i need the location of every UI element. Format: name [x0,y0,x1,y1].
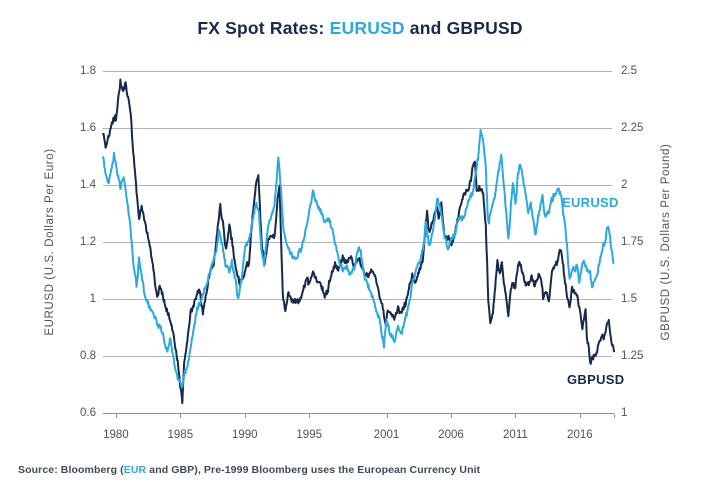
y-axis-left-tick-label: 1.4 [80,178,96,191]
x-tick-label: 1990 [231,429,258,441]
source-note-eur: EUR [123,464,147,476]
y-axis-right-tick-label: 1.5 [621,292,637,305]
y-axis-left-tick-label: 1.8 [80,64,96,77]
chart-title-suffix: and GBPUSD [404,18,523,38]
source-note: Source: Bloomberg (EUR and GBP), Pre-199… [18,464,480,476]
y-axis-right-tick-label: 2.5 [621,64,637,77]
y-axis-left-tick-label: 1.6 [80,121,96,134]
right-axis-title: GBPUSD (U.S. Dollars Per Pound) [660,143,672,341]
y-axis-left-tick-label: 1.2 [80,235,96,248]
x-tick-label: 2001 [373,429,400,441]
chart-title-prefix: FX Spot Rates: [197,18,330,38]
left-axis-title: EURUSD (U.S. Dollars Per Euro) [44,148,56,336]
y-axis-left-tick-label: 1 [89,292,96,305]
source-note-suffix: and GBP), Pre-1999 Bloomberg uses the Eu… [146,464,481,476]
x-tick-label: 2016 [567,429,593,441]
x-tick-label: 1980 [103,429,129,441]
y-axis-right-tick-label: 1.25 [621,349,644,362]
eurusd-line [102,129,615,389]
gbpusd-series-label: GBPUSD [567,372,625,387]
x-tick-label: 2006 [438,429,464,441]
eurusd-series-label: EURUSD [562,195,619,210]
x-tick-label: 2011 [503,429,528,441]
y-axis-right-tick-label: 1.75 [621,235,644,248]
chart-title-highlight: EURUSD [329,18,405,38]
y-axis-left-tick-label: 0.8 [80,349,96,362]
y-axis-right-tick-label: 1 [621,406,628,419]
source-note-prefix: Source: Bloomberg ( [18,464,124,476]
x-tick-label: 1985 [167,429,194,441]
chart-title: FX Spot Rates: EURUSD and GBPUSD [0,18,720,39]
y-axis-right-tick-label: 2.25 [621,121,644,134]
y-axis-right-tick-label: 2 [621,178,628,191]
x-tick-label: 1995 [296,429,322,441]
y-axis-left-tick-label: 0.6 [80,406,96,419]
